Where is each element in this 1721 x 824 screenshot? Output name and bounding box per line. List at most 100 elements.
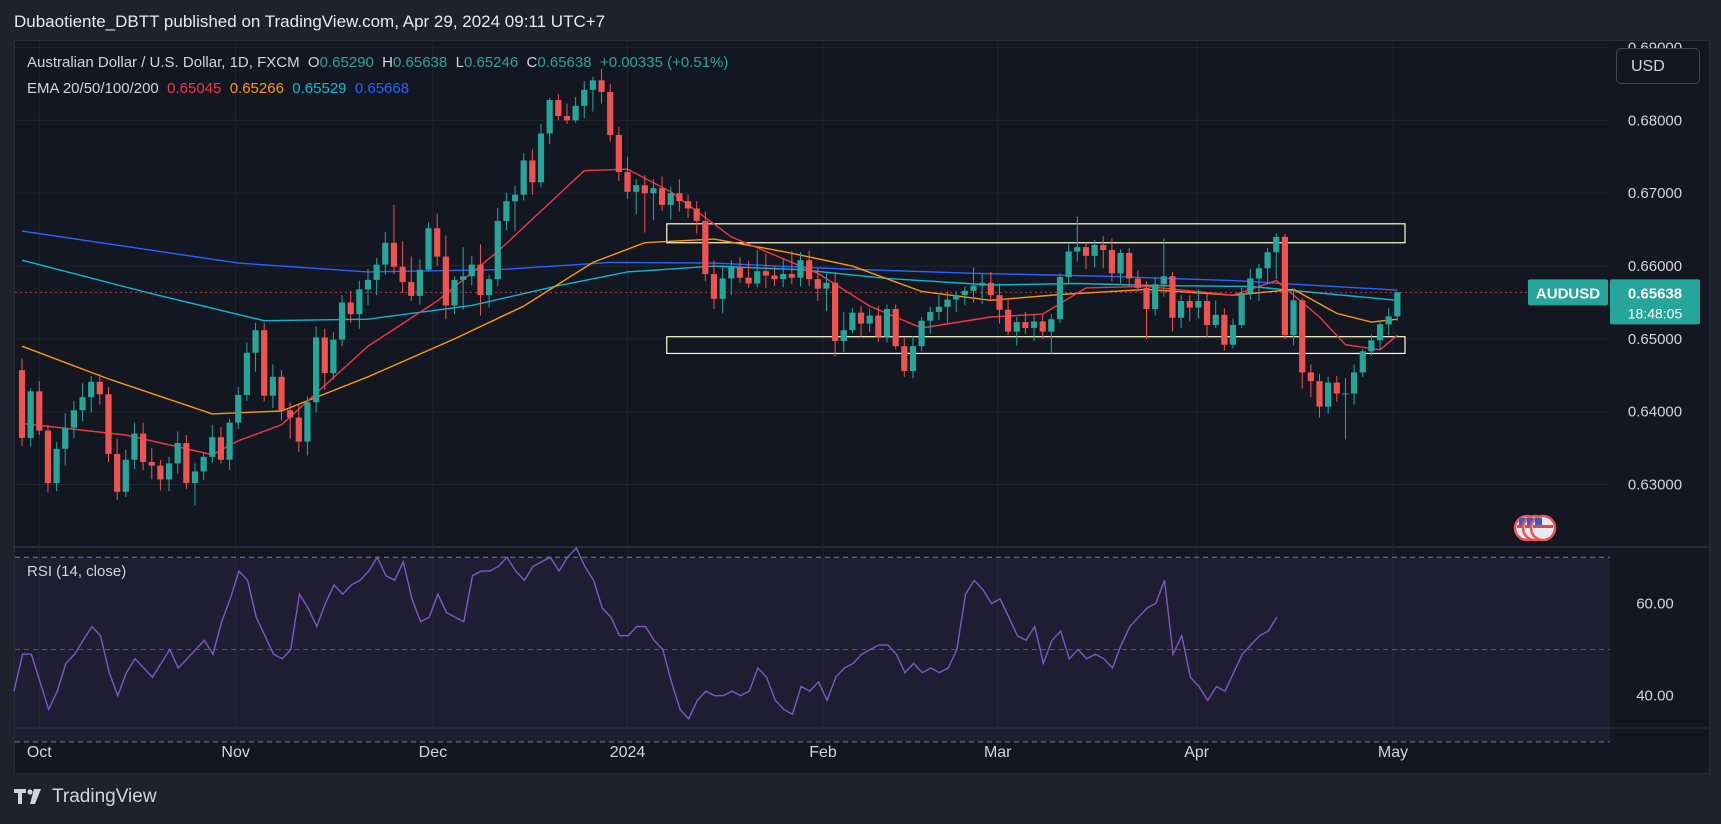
candle-up xyxy=(1273,236,1280,253)
candle-up xyxy=(1229,325,1237,345)
candle-up xyxy=(313,337,320,403)
candle-down xyxy=(987,282,994,296)
candle-up xyxy=(79,397,86,411)
time-tick-label: Oct xyxy=(27,744,52,761)
candle-down xyxy=(607,91,614,135)
rsi-legend: RSI (14, close) xyxy=(27,563,127,580)
candle-up xyxy=(486,279,493,296)
candle-down xyxy=(563,116,571,121)
candle-up xyxy=(935,306,942,312)
tradingview-logo[interactable]: TradingView xyxy=(14,786,157,808)
rsi-tick-label: 60.00 xyxy=(1636,595,1674,612)
us-flag-icon xyxy=(1529,514,1557,542)
candle-up xyxy=(338,302,346,340)
candle-down xyxy=(295,417,302,442)
candle-up xyxy=(1359,351,1366,373)
candle-up xyxy=(1117,252,1124,274)
candle-up xyxy=(460,276,467,280)
open-value: 0.65290 xyxy=(319,54,374,71)
time-tick-label: Mar xyxy=(984,744,1012,761)
candle-down xyxy=(745,277,752,284)
price-tick-label: 0.65000 xyxy=(1628,331,1682,348)
candle-down xyxy=(148,461,155,466)
candle-up xyxy=(1056,276,1064,320)
candle-down xyxy=(1134,278,1141,288)
rsi-tick-label: 40.00 xyxy=(1636,688,1674,705)
candle-up xyxy=(131,433,138,460)
candle-down xyxy=(399,266,406,283)
candle-up xyxy=(797,260,804,278)
candle-up xyxy=(122,459,129,492)
time-tick-label: Apr xyxy=(1184,744,1210,761)
published-header: Dubaotiente_DBTT published on TradingVie… xyxy=(14,12,606,31)
chart-panel[interactable] xyxy=(14,40,1710,774)
candle-up xyxy=(1195,301,1202,308)
candle-down xyxy=(788,274,795,278)
candle-up xyxy=(27,391,34,438)
candle-up xyxy=(823,282,830,289)
candle-up xyxy=(1264,252,1271,269)
candle-down xyxy=(901,346,908,371)
candle-down xyxy=(18,370,26,438)
currency-button[interactable]: USD xyxy=(1616,48,1700,84)
candle-up xyxy=(1376,324,1384,341)
candle-up xyxy=(304,402,311,442)
time-tick-label: 2024 xyxy=(610,744,646,761)
price-tick-label: 0.66000 xyxy=(1628,258,1682,275)
price-tag-countdown: 18:48:05 xyxy=(1628,305,1683,321)
candle-down xyxy=(1126,252,1133,279)
candle-down xyxy=(278,376,285,411)
candle-up xyxy=(1091,244,1098,256)
candle-down xyxy=(857,312,865,324)
symbol-tag-label: AUDUSD xyxy=(1536,285,1600,302)
candle-up xyxy=(754,271,761,284)
candle-down xyxy=(183,443,190,484)
candle-down xyxy=(390,242,398,267)
candle-down xyxy=(1281,236,1288,336)
price-tick-label: 0.64000 xyxy=(1628,404,1682,421)
candle-down xyxy=(1108,250,1115,274)
candle-up xyxy=(944,299,951,307)
zone-rectangle xyxy=(666,336,1406,355)
tradingview-brand: TradingView xyxy=(52,786,157,807)
close-value: 0.65638 xyxy=(537,54,592,71)
candle-up xyxy=(1074,247,1081,252)
ema100-value: 0.65529 xyxy=(292,80,347,97)
candle-up xyxy=(1385,316,1392,325)
candle-up xyxy=(909,346,917,371)
price-tick-label: 0.67000 xyxy=(1628,185,1682,202)
candle-up xyxy=(174,443,181,464)
candle-up xyxy=(1178,301,1185,318)
candle-down xyxy=(615,134,622,173)
candle-down xyxy=(892,309,899,347)
candle-down xyxy=(555,99,562,117)
ema20-value: 0.65045 xyxy=(167,80,222,97)
candle-up xyxy=(883,309,891,337)
candle-down xyxy=(1082,247,1090,256)
candle-up xyxy=(62,427,69,449)
candle-down xyxy=(702,220,709,275)
candle-down xyxy=(477,264,484,296)
candle-down xyxy=(1203,301,1211,326)
price-tick-label: 0.68000 xyxy=(1628,112,1682,129)
candle-down xyxy=(598,80,605,92)
candle-up xyxy=(1368,340,1375,352)
candle-down xyxy=(684,201,692,209)
candle-up xyxy=(953,295,960,300)
candle-up xyxy=(1048,319,1055,332)
candle-up xyxy=(780,274,787,280)
candle-up xyxy=(1030,321,1038,328)
candle-up xyxy=(511,194,519,202)
candle-up xyxy=(1160,276,1167,285)
candle-down xyxy=(261,330,268,396)
candle-up xyxy=(1152,284,1159,310)
rsi-line xyxy=(13,546,1278,721)
candle-down xyxy=(875,315,882,337)
candle-down xyxy=(114,453,121,492)
candle-up xyxy=(165,463,173,480)
candle-up xyxy=(1238,293,1245,326)
symbol-title: Australian Dollar / U.S. Dollar, 1D, FXC… xyxy=(27,54,300,71)
low-label: L xyxy=(455,54,464,71)
candle-up xyxy=(1290,300,1297,336)
